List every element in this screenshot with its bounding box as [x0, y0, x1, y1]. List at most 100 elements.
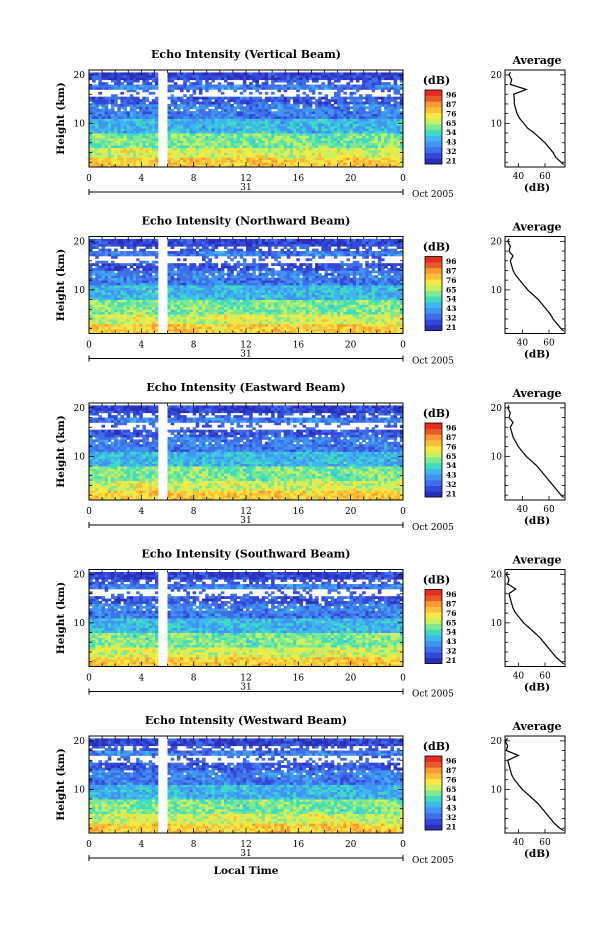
- heatmap-cell: [265, 72, 269, 75]
- heatmap-cell: [240, 319, 244, 322]
- heatmap-cell: [343, 119, 347, 122]
- heatmap-cell: [221, 114, 225, 117]
- heatmap-cell: [177, 77, 181, 80]
- heatmap-cell: [281, 162, 285, 165]
- heatmap-cell: [237, 157, 241, 160]
- heatmap-cell: [177, 119, 181, 122]
- heatmap-cell: [365, 300, 369, 303]
- heatmap-cell: [359, 160, 363, 163]
- heatmap-cell: [372, 87, 376, 90]
- heatmap-cell: [174, 329, 178, 332]
- heatmap-cell: [334, 152, 338, 155]
- heatmap-cell: [224, 148, 228, 151]
- heatmap-cell: [205, 150, 209, 153]
- heatmap-cell: [390, 87, 394, 90]
- heatmap-cell: [321, 97, 325, 100]
- heatmap-cell: [230, 312, 234, 315]
- data-gap: [158, 70, 166, 167]
- heatmap-cell: [372, 131, 376, 134]
- heatmap-cell: [202, 77, 206, 80]
- heatmap-cell: [318, 92, 322, 95]
- heatmap-cell: [290, 160, 294, 163]
- heatmap-cell: [318, 87, 322, 90]
- heatmap-cell: [346, 326, 350, 329]
- heatmap-cell: [92, 297, 96, 300]
- heatmap-cell: [208, 102, 212, 105]
- heatmap-cell: [142, 307, 146, 310]
- heatmap-cell: [353, 116, 357, 119]
- heatmap-cell: [177, 145, 181, 148]
- heatmap-cell: [233, 160, 237, 163]
- heatmap-cell: [259, 302, 263, 305]
- heatmap-cell: [102, 312, 106, 315]
- heatmap-cell: [102, 97, 106, 100]
- heatmap-cell: [353, 92, 357, 95]
- heatmap-cell: [255, 155, 259, 158]
- heatmap-cell: [359, 128, 363, 131]
- heatmap-cell: [359, 324, 363, 327]
- heatmap-cell: [177, 128, 181, 131]
- heatmap-cell: [180, 123, 184, 126]
- heatmap-cell: [268, 324, 272, 327]
- heatmap-cell: [337, 104, 341, 107]
- heatmap-cell: [299, 162, 303, 165]
- heatmap-cell: [215, 128, 219, 131]
- heatmap-cell: [268, 99, 272, 102]
- heatmap-cell: [243, 155, 247, 158]
- heatmap-cell: [356, 111, 360, 114]
- heatmap-cell: [98, 312, 102, 315]
- heatmap-cell: [233, 128, 237, 131]
- heatmap-cell: [249, 155, 253, 158]
- heatmap-cell: [146, 162, 150, 165]
- heatmap-cell: [340, 123, 344, 126]
- heatmap-cell: [189, 148, 193, 151]
- heatmap-cell: [189, 319, 193, 322]
- heatmap-cell: [152, 297, 156, 300]
- heatmap-cell: [365, 121, 369, 124]
- heatmap-cell: [390, 307, 394, 310]
- heatmap-cell: [211, 119, 215, 122]
- heatmap-cell: [180, 160, 184, 163]
- heatmap-cell: [117, 131, 121, 134]
- heatmap-cell: [325, 324, 329, 327]
- heatmap-cell: [180, 317, 184, 320]
- heatmap-cell: [111, 75, 115, 78]
- heatmap-cell: [356, 150, 360, 153]
- heatmap-cell: [387, 302, 391, 305]
- heatmap-cell: [208, 329, 212, 332]
- heatmap-cell: [152, 319, 156, 322]
- heatmap-cell: [255, 162, 259, 165]
- heatmap-cell: [262, 324, 266, 327]
- heatmap-cell: [315, 99, 319, 102]
- heatmap-cell: [237, 307, 241, 310]
- heatmap-cell: [306, 123, 310, 126]
- heatmap-cell: [196, 312, 200, 315]
- heatmap-cell: [243, 114, 247, 117]
- heatmap-cell: [246, 109, 250, 112]
- heatmap-cell: [284, 135, 288, 138]
- heatmap-cell: [180, 309, 184, 312]
- heatmap-cell: [139, 116, 143, 119]
- heatmap-cell: [243, 87, 247, 90]
- heatmap-cell: [350, 326, 354, 329]
- heatmap-cell: [146, 89, 150, 92]
- heatmap-cell: [265, 116, 269, 119]
- heatmap-cell: [240, 106, 244, 109]
- heatmap-cell: [356, 324, 360, 327]
- heatmap-cell: [397, 148, 401, 151]
- heatmap-cell: [281, 309, 285, 312]
- heatmap-cell: [375, 111, 379, 114]
- heatmap-cell: [287, 85, 291, 88]
- heatmap-cell: [340, 126, 344, 129]
- heatmap-cell: [384, 75, 388, 78]
- heatmap-cell: [274, 99, 278, 102]
- heatmap-cell: [230, 150, 234, 153]
- heatmap-cell: [180, 138, 184, 141]
- heatmap-cell: [378, 111, 382, 114]
- heatmap-cell: [177, 307, 181, 310]
- heatmap-cell: [312, 324, 316, 327]
- heatmap-cell: [334, 119, 338, 122]
- heatmap-cell: [171, 102, 175, 105]
- heatmap-cell: [318, 300, 322, 303]
- heatmap-cell: [249, 87, 253, 90]
